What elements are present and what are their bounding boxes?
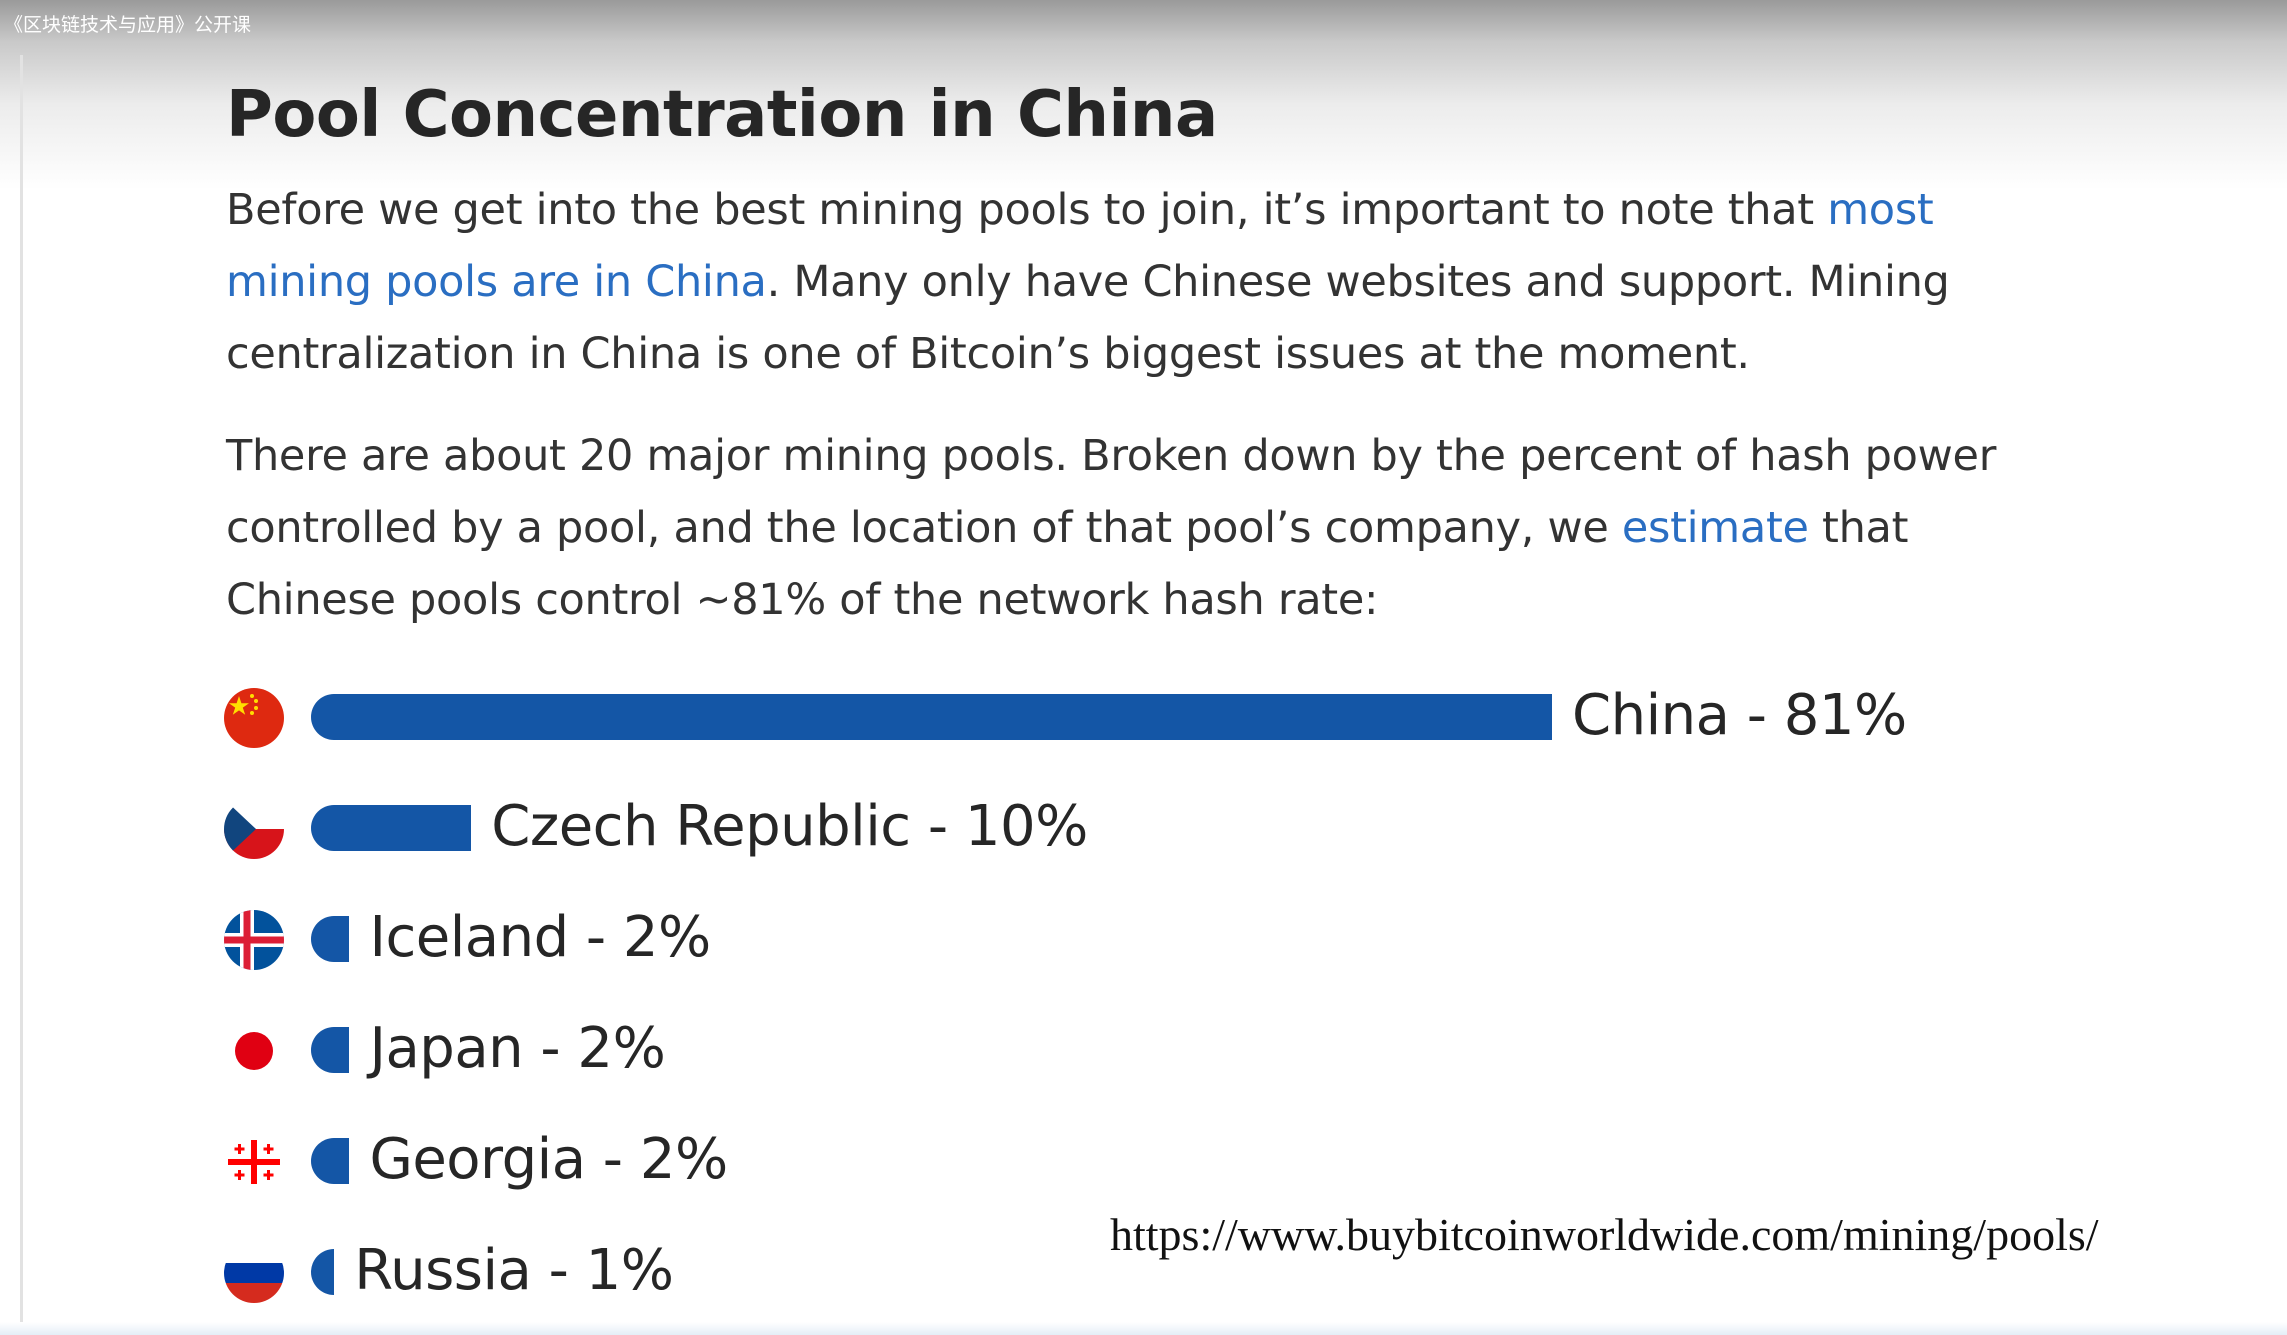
page-title: Pool Concentration in China [226, 78, 1218, 152]
czech-flag-icon [224, 799, 284, 859]
bar-georgia [311, 1138, 350, 1184]
intro-text-after: . Many only have Chinese websites and su… [226, 257, 1950, 379]
estimate-text-after: that Chinese pools control ~81% of the n… [226, 503, 1909, 625]
bar-label: Georgia - 2% [369, 1127, 728, 1192]
intro-text-before: Before we get into the best mining pools… [226, 185, 1828, 235]
estimate-link[interactable]: estimate [1621, 503, 1809, 553]
bar-japan [311, 1027, 350, 1073]
video-title: 《区块链技术与应用》公开课 [4, 14, 252, 36]
bar-china [311, 694, 1552, 740]
estimate-paragraph: There are about 20 major mining pools. B… [226, 420, 2026, 636]
china-flag-icon [224, 688, 284, 748]
video-overlay-header [0, 0, 2287, 190]
bar-label: Iceland - 2% [369, 905, 711, 970]
japan-flag-icon [224, 1021, 284, 1081]
china-pools-link[interactable]: most mining pools are in China [226, 185, 1934, 307]
bar-label: Russia - 1% [354, 1238, 674, 1303]
left-divider [20, 55, 23, 1325]
iceland-flag-icon [224, 910, 284, 970]
bar-czech-republic [311, 805, 472, 851]
russia-flag-icon [224, 1243, 284, 1303]
bar-iceland [311, 916, 350, 962]
article: Pool Concentration in China Before we ge… [226, 70, 2026, 636]
source-url: https://www.buybitcoinworldwide.com/mini… [1110, 1209, 2099, 1260]
bar-label: China - 81% [1572, 683, 1907, 748]
intro-paragraph: Before we get into the best mining pools… [226, 174, 2026, 390]
bottom-edge [0, 1322, 2287, 1335]
georgia-flag-icon [224, 1132, 284, 1192]
bar-russia [311, 1249, 335, 1295]
bar-label: Czech Republic - 10% [491, 794, 1088, 859]
bar-label: Japan - 2% [369, 1016, 666, 1081]
estimate-text-before: There are about 20 major mining pools. B… [226, 431, 1997, 553]
